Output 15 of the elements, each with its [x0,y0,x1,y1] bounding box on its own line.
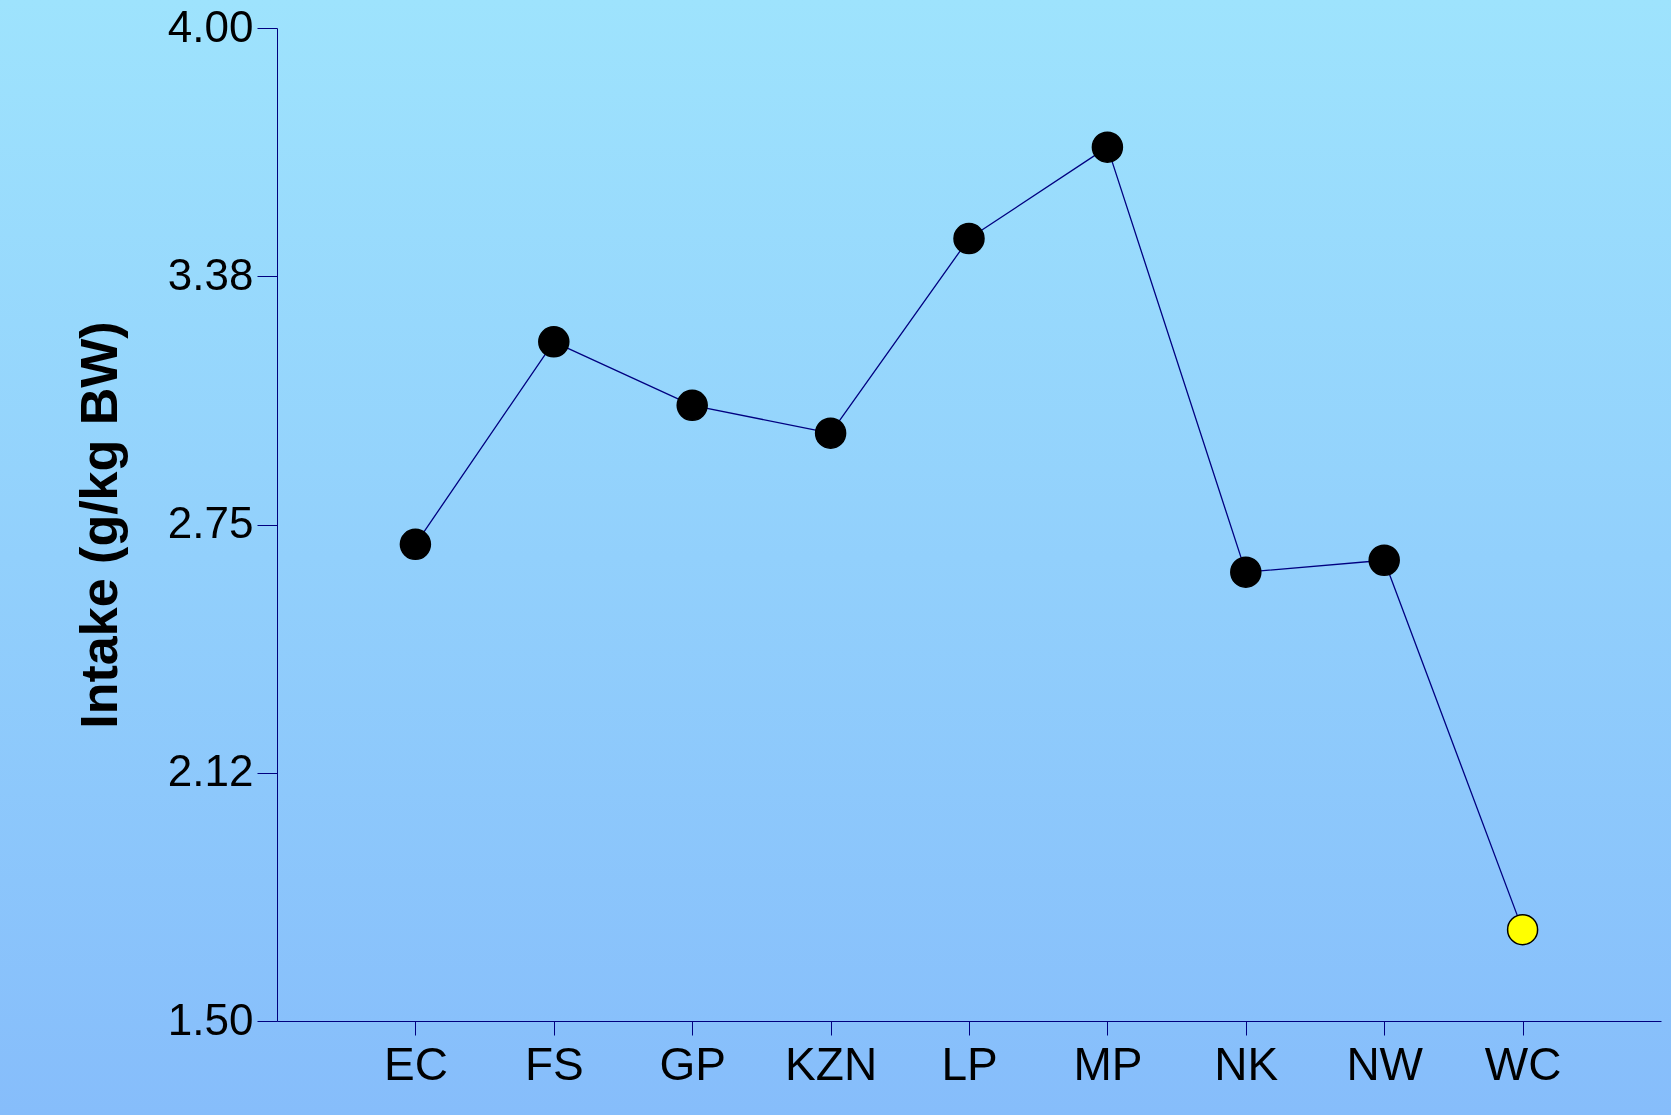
x-tick-label: KZN [785,1037,878,1090]
x-tick-label: MP [1073,1037,1143,1090]
x-tick-label: EC [383,1037,448,1090]
y-tick-label: 1.50 [167,994,254,1044]
x-tick-label: NK [1214,1037,1279,1090]
x-tick-label: NW [1346,1037,1424,1090]
y-tick-label: 2.12 [167,746,254,796]
x-tick-label: WC [1484,1037,1562,1090]
x-tick-label: FS [524,1037,584,1090]
y-tick-label: 2.75 [167,498,254,547]
y-tick-label: 3.38 [167,249,254,299]
x-tick-label: GP [659,1037,726,1090]
y-tick-label: 4.00 [167,1,254,51]
x-tick-label: LP [941,1037,998,1090]
y-axis-title: Intake (g/kg BW) [69,321,128,729]
